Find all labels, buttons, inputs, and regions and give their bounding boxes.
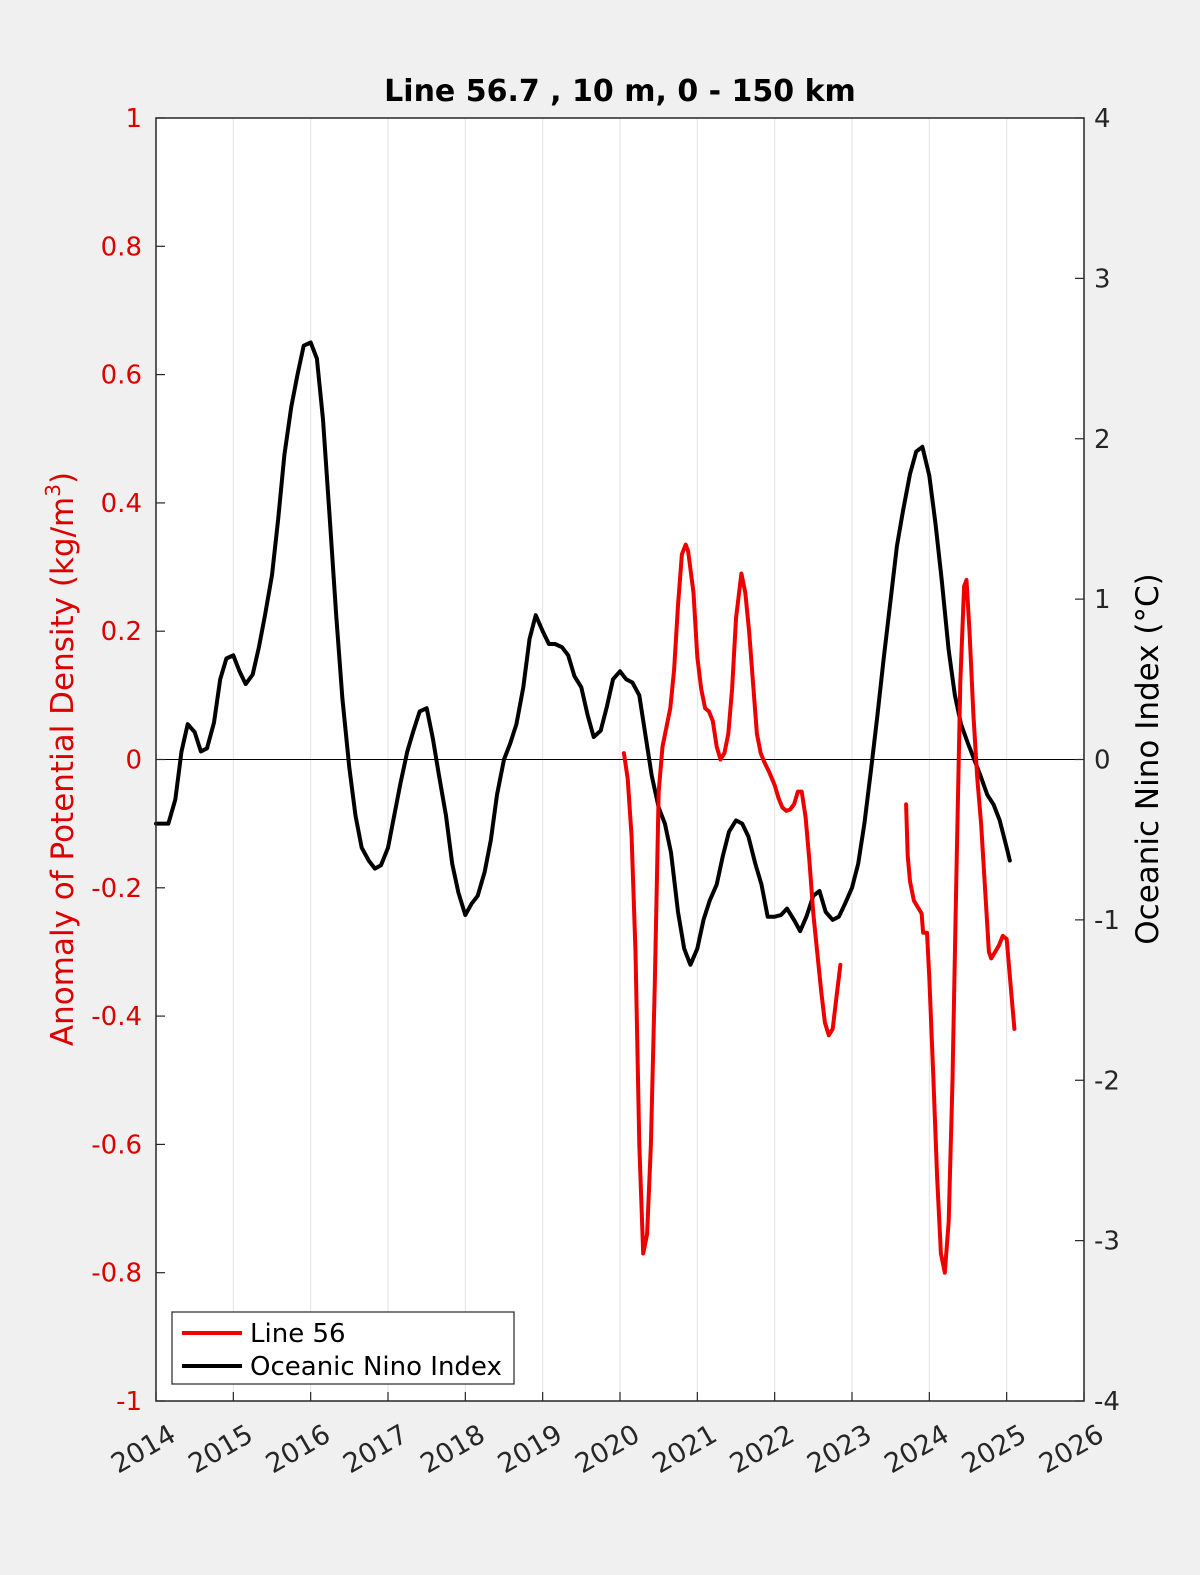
legend: Line 56 Oceanic Nino Index — [171, 1311, 515, 1385]
left-tick-label--1: -1 — [116, 1387, 142, 1417]
left-tick-label-1: 1 — [125, 104, 142, 134]
right-tick-label-2: 2 — [1094, 425, 1111, 455]
left-tick-label--0.8: -0.8 — [91, 1259, 142, 1289]
right-tick-label-1: 1 — [1094, 585, 1111, 615]
right-axis-label: Oceanic Nino Index (°C) — [1130, 573, 1166, 944]
left-tick-label-0.4: 0.4 — [101, 489, 142, 519]
legend-label-line56: Line 56 — [250, 1319, 346, 1349]
left-tick-label-0: 0 — [125, 746, 142, 776]
right-tick-label-3: 3 — [1094, 264, 1111, 294]
series-line-oni-segment-1 — [154, 340, 1012, 967]
right-tick-label-0: 0 — [1094, 746, 1111, 776]
series-line-line56-segment-2 — [904, 577, 1017, 1275]
left-axis: 1 0.8 0.6 0.4 0.2 0 -0.2 -0.4 -0.6 -0.8 -1 — [91, 104, 165, 1417]
left-axis-label-superscript: 3 — [41, 484, 65, 497]
left-axis-label: Anomaly of Potential Density (kg/m3) — [41, 472, 81, 1046]
left-tick-label-0.2: 0.2 — [101, 617, 142, 647]
right-axis: 4 3 2 1 0 -1 -2 -3 -4 — [1075, 104, 1120, 1417]
left-axis-label-text: Anomaly of Potential Density (kg/m — [45, 497, 81, 1046]
right-tick-label--2: -2 — [1094, 1066, 1120, 1096]
right-tick-label--1: -1 — [1094, 906, 1120, 936]
left-tick-label--0.2: -0.2 — [91, 874, 142, 904]
chart-title: Line 56.7 , 10 m, 0 - 150 km — [384, 74, 856, 109]
right-tick-label-4: 4 — [1094, 104, 1111, 134]
left-tick-label-0.8: 0.8 — [101, 232, 142, 262]
series-line-line56-segment-1 — [621, 542, 843, 1256]
left-tick-label--0.4: -0.4 — [91, 1002, 142, 1032]
left-axis-label-close: ) — [45, 472, 81, 484]
series-layer — [154, 340, 1017, 1275]
right-tick-label--4: -4 — [1094, 1387, 1120, 1417]
left-tick-label-0.6: 0.6 — [101, 361, 142, 391]
left-tick-label--0.6: -0.6 — [91, 1130, 142, 1160]
legend-box — [171, 1311, 515, 1385]
legend-label-oni: Oceanic Nino Index — [250, 1352, 502, 1382]
right-tick-label--3: -3 — [1094, 1227, 1120, 1257]
